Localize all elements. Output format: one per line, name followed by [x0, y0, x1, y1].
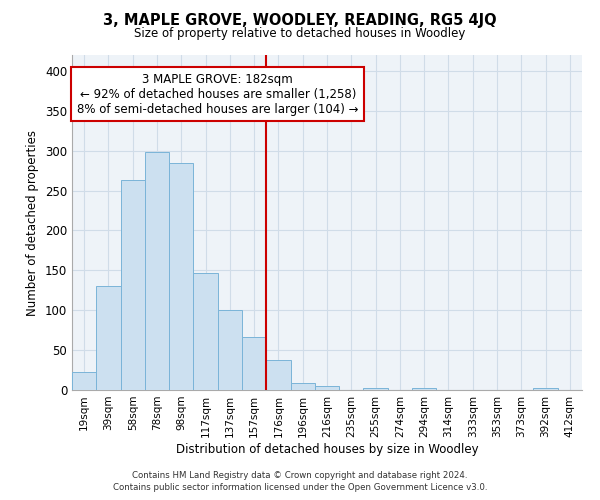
Bar [412, 388, 436, 390]
Bar [193, 273, 218, 390]
Bar [315, 386, 339, 390]
Text: 3 MAPLE GROVE: 182sqm
← 92% of detached houses are smaller (1,258)
8% of semi-de: 3 MAPLE GROVE: 182sqm ← 92% of detached … [77, 72, 358, 116]
Text: Contains HM Land Registry data © Crown copyright and database right 2024.
Contai: Contains HM Land Registry data © Crown c… [113, 471, 487, 492]
Bar [72, 372, 96, 390]
Y-axis label: Number of detached properties: Number of detached properties [26, 130, 40, 316]
Text: Size of property relative to detached houses in Woodley: Size of property relative to detached ho… [134, 28, 466, 40]
Bar [242, 336, 266, 390]
Bar [364, 388, 388, 390]
Bar [145, 152, 169, 390]
Bar [121, 180, 145, 390]
Bar [533, 388, 558, 390]
Bar [266, 360, 290, 390]
Bar [169, 162, 193, 390]
Bar [96, 286, 121, 390]
X-axis label: Distribution of detached houses by size in Woodley: Distribution of detached houses by size … [176, 442, 478, 456]
Bar [290, 383, 315, 390]
Text: 3, MAPLE GROVE, WOODLEY, READING, RG5 4JQ: 3, MAPLE GROVE, WOODLEY, READING, RG5 4J… [103, 12, 497, 28]
Bar [218, 310, 242, 390]
